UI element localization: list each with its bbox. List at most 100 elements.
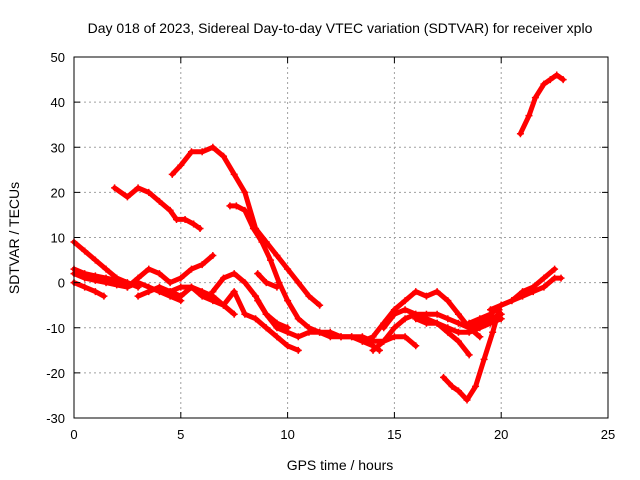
data-point [81, 283, 89, 291]
data-point [145, 288, 153, 296]
data-point [134, 292, 142, 300]
data-point [433, 288, 441, 296]
data-point [273, 283, 281, 291]
data-layer [70, 71, 567, 404]
data-point [531, 94, 539, 102]
series-arc-13 [254, 297, 292, 332]
data-point [516, 130, 524, 138]
data-point [173, 215, 181, 223]
data-point [100, 292, 108, 300]
data-point [476, 324, 484, 332]
data-point [412, 315, 420, 323]
data-point [196, 224, 204, 232]
data-point [316, 328, 324, 336]
data-point [102, 265, 110, 273]
series-arc-9 [166, 283, 302, 354]
series-arc-19 [465, 265, 559, 327]
y-axis-label: SDTVAR / TECUs [6, 182, 22, 294]
data-point [155, 283, 163, 291]
data-point [155, 197, 163, 205]
data-point [444, 324, 452, 332]
series-arc-21 [516, 71, 567, 138]
data-point [232, 202, 240, 210]
data-point [540, 283, 548, 291]
series-arc-18 [440, 306, 503, 404]
data-point [463, 396, 471, 404]
data-point [226, 202, 234, 210]
data-point [102, 279, 110, 287]
data-point [422, 319, 430, 327]
data-point [294, 315, 302, 323]
data-point [284, 265, 292, 273]
data-point [220, 152, 228, 160]
y-tick-label: 0 [58, 276, 65, 291]
data-point [454, 328, 462, 336]
data-point [401, 315, 409, 323]
data-point [267, 256, 275, 264]
data-point [91, 276, 99, 284]
data-point [249, 224, 257, 232]
data-point [230, 310, 238, 318]
series-arc-14 [358, 288, 484, 345]
x-tick-label: 10 [280, 427, 294, 442]
data-point [134, 184, 142, 192]
y-tick-label: -20 [46, 366, 65, 381]
tick-layer: 0 5 10 15 20 25 -30 -20 -10 0 10 20 30 40 50 [46, 50, 615, 442]
data-point [123, 283, 131, 291]
x-tick-label: 20 [494, 427, 508, 442]
data-point [454, 387, 462, 395]
data-point [190, 220, 198, 228]
data-point [145, 188, 153, 196]
series-arc-17 [412, 315, 505, 336]
data-point [489, 328, 497, 336]
data-point [91, 256, 99, 264]
data-point [390, 333, 398, 341]
data-point [412, 342, 420, 350]
data-point [273, 333, 281, 341]
data-point [358, 337, 366, 345]
data-point [145, 265, 153, 273]
series-arc-15 [369, 310, 505, 354]
data-point [262, 310, 270, 318]
data-point [540, 80, 548, 88]
data-point [209, 252, 217, 260]
series-line [167, 284, 301, 353]
data-point [326, 328, 334, 336]
y-tick-label: -10 [46, 321, 65, 336]
data-point [444, 315, 452, 323]
data-point [433, 310, 441, 318]
data-point [187, 148, 195, 156]
data-point [465, 351, 473, 359]
data-point [540, 274, 548, 282]
data-point [380, 337, 388, 345]
data-point [487, 306, 495, 314]
data-point [241, 206, 249, 214]
data-point [166, 279, 174, 287]
data-point [529, 288, 537, 296]
y-tick-label: -30 [46, 411, 65, 426]
data-point [294, 333, 302, 341]
data-point [390, 324, 398, 332]
x-tick-label: 0 [70, 427, 77, 442]
data-point [472, 382, 480, 390]
data-point [448, 382, 456, 390]
data-point [553, 71, 561, 79]
data-point [187, 265, 195, 273]
data-point [559, 76, 567, 84]
data-point [294, 346, 302, 354]
data-point [476, 315, 484, 323]
data-point [551, 265, 559, 273]
data-point [508, 297, 516, 305]
data-point [465, 328, 473, 336]
data-point [168, 170, 176, 178]
data-point [198, 148, 206, 156]
data-point [380, 324, 388, 332]
data-point [181, 215, 189, 223]
data-point [369, 333, 377, 341]
data-point [401, 306, 409, 314]
data-point [284, 342, 292, 350]
data-point [177, 161, 185, 169]
series-arc-12 [254, 270, 281, 291]
data-point [557, 274, 565, 282]
